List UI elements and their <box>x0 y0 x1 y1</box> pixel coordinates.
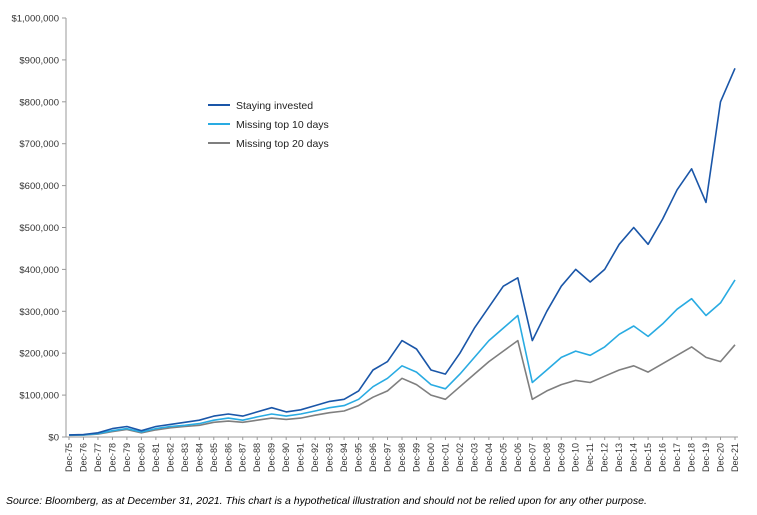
series-lines <box>68 67 736 437</box>
x-tick-label: Dec-00 <box>426 443 436 472</box>
x-tick-label: Dec-19 <box>701 443 711 472</box>
x-tick-label: Dec-21 <box>730 443 740 472</box>
x-tick-label: Dec-15 <box>643 443 653 472</box>
x-tick-label: Dec-89 <box>267 443 277 472</box>
x-tick-label: Dec-01 <box>440 443 450 472</box>
x-tick-label: Dec-20 <box>716 443 726 472</box>
y-tick-label: $300,000 <box>19 307 59 318</box>
x-tick-label: Dec-99 <box>411 443 421 472</box>
x-tick-label: Dec-94 <box>339 443 349 472</box>
x-tick-label: Dec-91 <box>296 443 306 472</box>
x-tick-label: Dec-81 <box>151 443 161 472</box>
x-tick-label: Dec-77 <box>93 443 103 472</box>
x-tick-label: Dec-98 <box>397 443 407 472</box>
x-tick-label: Dec-02 <box>455 443 465 472</box>
x-tick-label: Dec-16 <box>658 443 668 472</box>
x-tick-label: Dec-05 <box>498 443 508 472</box>
source-note: Source: Bloomberg, as at December 31, 20… <box>6 495 647 507</box>
x-tick-label: Dec-82 <box>165 443 175 472</box>
series-line-missing-top-10-days <box>68 279 736 436</box>
x-tick-label: Dec-75 <box>64 443 74 472</box>
y-tick-label: $200,000 <box>19 349 59 360</box>
x-tick-label: Dec-78 <box>107 443 117 472</box>
x-tick-label: Dec-14 <box>629 443 639 472</box>
x-tick-label: Dec-11 <box>585 443 595 471</box>
y-tick-label: $0 <box>48 433 59 444</box>
x-tick-label: Dec-96 <box>368 443 378 472</box>
x-axis: Dec-75 Dec-76 Dec-77 Dec-78 Dec-79 Dec-80 Dec-… <box>64 436 740 472</box>
x-tick-label: Dec-86 <box>223 443 233 472</box>
x-tick-label: Dec-06 <box>513 443 523 472</box>
x-tick-label: Dec-76 <box>78 443 88 472</box>
legend-label-missing-top-10-days: Missing top 10 days <box>236 119 329 131</box>
x-tick-label: Dec-90 <box>281 443 291 472</box>
x-tick-label: Dec-83 <box>180 443 190 472</box>
series-line-staying-invested <box>68 67 736 436</box>
x-tick-label: Dec-92 <box>310 443 320 472</box>
series-line-missing-top-20-days <box>68 339 736 437</box>
y-tick-label: $600,000 <box>19 181 59 192</box>
x-tick-label: Dec-84 <box>194 443 204 472</box>
x-tick-label: Dec-85 <box>209 443 219 472</box>
x-tick-label: Dec-87 <box>238 443 248 472</box>
x-tick-label: Dec-80 <box>136 443 146 472</box>
x-tick-label: Dec-09 <box>556 443 566 472</box>
x-tick-label: Dec-08 <box>542 443 552 472</box>
x-tick-label: Dec-10 <box>571 443 581 472</box>
y-tick-label: $1,000,000 <box>11 14 59 25</box>
x-tick-label: Dec-17 <box>672 443 682 472</box>
legend-label-staying-invested: Staying invested <box>236 100 313 112</box>
legend-label-missing-top-20-days: Missing top 20 days <box>236 138 329 150</box>
y-tick-label: $700,000 <box>19 139 59 150</box>
y-tick-label: $500,000 <box>19 223 59 234</box>
x-tick-label: Dec-12 <box>600 443 610 472</box>
x-tick-label: Dec-04 <box>484 443 494 472</box>
x-tick-label: Dec-79 <box>122 443 132 472</box>
y-axis: $0 $100,000 $200,000 $300,000 $400,000 $500,0… <box>11 14 67 444</box>
x-tick-label: Dec-97 <box>383 443 393 472</box>
x-tick-label: Dec-93 <box>325 443 335 472</box>
x-tick-label: Dec-13 <box>614 443 624 472</box>
x-tick-label: Dec-18 <box>687 443 697 472</box>
x-tick-label: Dec-88 <box>252 443 262 472</box>
x-tick-label: Dec-03 <box>469 443 479 472</box>
legend: Staying invested Missing top 10 days Mis… <box>208 100 329 150</box>
y-tick-label: $900,000 <box>19 55 59 66</box>
y-tick-label: $400,000 <box>19 265 59 276</box>
y-tick-label: $100,000 <box>19 391 59 402</box>
x-tick-label: Dec-07 <box>527 443 537 472</box>
x-tick-label: Dec-95 <box>354 443 364 472</box>
y-tick-label: $800,000 <box>19 97 59 108</box>
chart-canvas: $0 $100,000 $200,000 $300,000 $400,000 $500,0… <box>11 14 740 473</box>
